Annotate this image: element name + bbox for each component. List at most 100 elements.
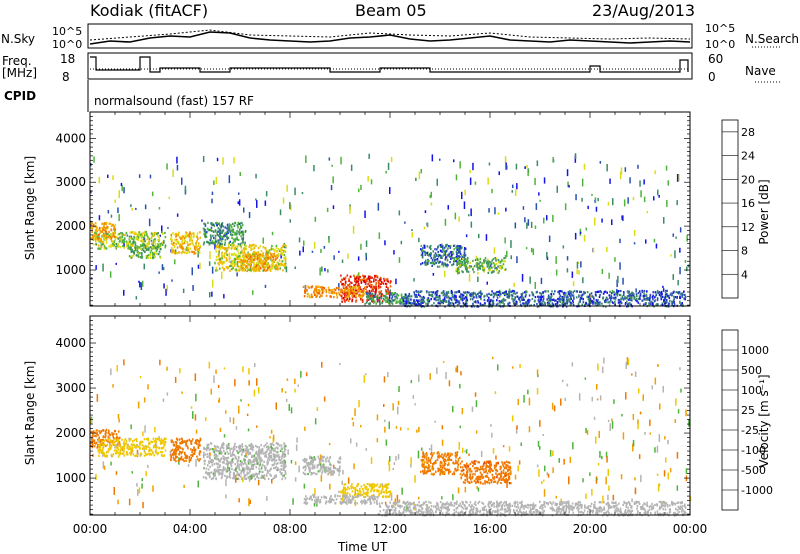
echo-mark (548, 302, 551, 305)
echo-mark (121, 452, 123, 455)
echo-mark (139, 256, 142, 259)
echo-mark (204, 223, 207, 226)
speckle-mark (237, 201, 239, 205)
echo-mark (537, 295, 539, 298)
echo-mark (435, 258, 437, 261)
echo-mark (176, 455, 178, 458)
echo-mark (282, 252, 284, 255)
echo-mark (352, 292, 354, 296)
echo-mark (153, 444, 155, 447)
echo-mark (181, 441, 184, 444)
speckle-mark (228, 467, 231, 472)
speckle-mark (480, 450, 483, 458)
echo-mark (368, 284, 371, 287)
echo-mark (458, 255, 460, 258)
echo-mark (191, 250, 194, 254)
echo-mark (175, 441, 178, 444)
nave-tick-top: 60 (708, 52, 724, 66)
echo-mark (95, 442, 97, 445)
echo-mark (462, 271, 464, 274)
echo-mark (536, 290, 538, 294)
echo-mark (240, 221, 242, 224)
echo-mark (437, 253, 440, 257)
echo-mark (237, 265, 239, 268)
speckle-mark (637, 164, 639, 169)
speckle-mark (506, 480, 508, 488)
echo-mark (170, 246, 173, 249)
speckle-mark (149, 174, 152, 179)
echo-mark (131, 446, 134, 449)
echo-mark (434, 296, 437, 299)
echo-mark (244, 253, 247, 256)
echo-mark (320, 286, 323, 289)
echo-mark (175, 232, 177, 235)
speckle-mark (420, 169, 422, 174)
echo-mark (444, 253, 447, 256)
echo-mark (474, 265, 476, 268)
echo-mark (244, 243, 246, 246)
echo-mark (490, 271, 493, 274)
echo-mark (363, 279, 365, 283)
speckle-mark (624, 167, 627, 172)
echo-mark (121, 239, 124, 242)
echo-mark (253, 247, 256, 250)
echo-mark (178, 242, 180, 245)
echo-mark (434, 255, 436, 258)
echo-mark (344, 276, 347, 279)
echo-mark (600, 291, 602, 294)
speckle-mark (511, 415, 514, 422)
echo-mark (199, 437, 202, 440)
echo-mark (269, 450, 271, 453)
speckle-mark (430, 444, 433, 452)
speckle-mark (319, 267, 321, 276)
echo-mark (183, 242, 186, 245)
speckle-mark (256, 456, 258, 463)
echo-mark (133, 443, 135, 446)
speckle-mark (120, 182, 123, 186)
echo-mark (678, 291, 681, 294)
echo-mark (138, 441, 141, 444)
echo-mark (246, 266, 248, 270)
echo-mark (487, 258, 489, 261)
echo-mark (109, 234, 111, 237)
speckle-mark (275, 402, 277, 410)
echo-mark (241, 240, 244, 243)
echo-mark (245, 266, 247, 269)
echo-mark (457, 272, 459, 275)
echo-mark (530, 304, 533, 307)
echo-mark (438, 294, 441, 297)
speckle-mark (510, 255, 512, 260)
echo-mark (101, 449, 103, 452)
echo-mark (386, 299, 389, 302)
echo-mark (561, 303, 564, 306)
echo-mark (188, 459, 191, 462)
speckle-mark (294, 477, 297, 482)
echo-mark (146, 453, 148, 456)
echo-mark (103, 439, 106, 442)
echo-mark (424, 250, 426, 253)
echo-mark (408, 292, 411, 296)
echo-mark (242, 236, 245, 239)
echo-mark (147, 242, 149, 245)
echo-mark (227, 266, 229, 269)
speckle-mark (219, 427, 222, 432)
echo-mark (626, 300, 628, 303)
echo-mark (496, 267, 498, 270)
echo-mark (146, 248, 148, 252)
speckle-mark (599, 395, 602, 401)
speckle-mark (457, 487, 460, 494)
echo-mark (103, 452, 105, 455)
echo-mark (446, 293, 448, 296)
echo-mark (221, 245, 223, 248)
echo-mark (141, 248, 144, 251)
echo-mark (92, 430, 95, 433)
echo-mark (569, 303, 572, 306)
echo-mark (190, 250, 193, 253)
echo-mark (448, 245, 450, 248)
speckle-mark (197, 264, 200, 269)
echo-mark (226, 237, 229, 241)
echo-mark (356, 280, 359, 283)
echo-mark (193, 449, 195, 452)
echo-mark (189, 232, 192, 235)
speckle-mark (326, 207, 329, 212)
